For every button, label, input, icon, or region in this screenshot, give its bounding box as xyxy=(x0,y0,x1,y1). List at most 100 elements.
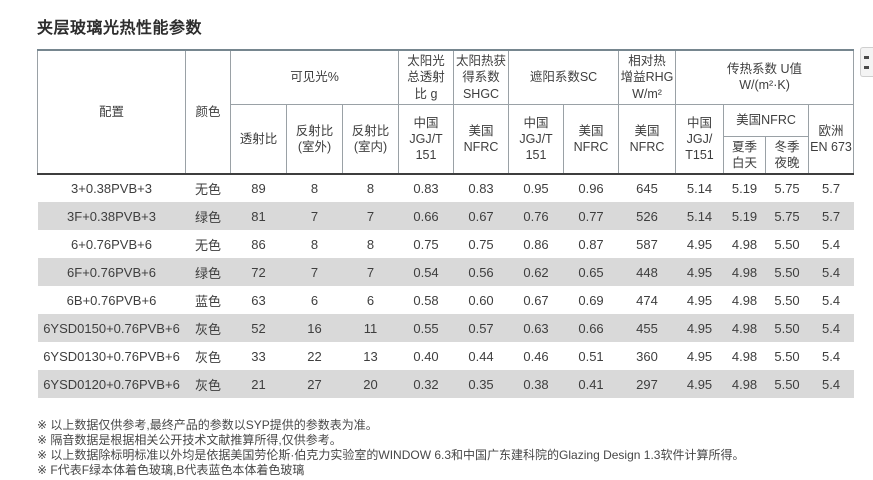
value-cell: 5.4 xyxy=(821,320,841,336)
value-cell: 474 xyxy=(636,292,658,308)
color-cell: 绿色 xyxy=(194,265,221,281)
value-cell: 5.50 xyxy=(774,320,800,336)
color-cell: 灰色 xyxy=(194,321,221,337)
value-cell: 0.83 xyxy=(398,173,454,203)
value-cell: 89 xyxy=(230,173,287,203)
header-solar-g-group: 太阳光 总透射 比 g xyxy=(398,48,455,105)
value-cell: 0.32 xyxy=(413,376,439,392)
value-cell: 587 xyxy=(636,236,658,252)
value-cell: 5.50 xyxy=(774,292,800,308)
header-visible-light-group: 可见光% xyxy=(229,48,400,105)
color-cell: 无色 xyxy=(185,173,231,203)
value-cell: 86 xyxy=(251,236,266,252)
page-title: 夹层玻璃光热性能参数 xyxy=(37,20,203,37)
value-cell: 5.4 xyxy=(821,376,841,392)
config-cell: 6B+0.76PVB+6 xyxy=(66,292,157,308)
value-cell: 5.4 xyxy=(821,348,841,364)
value-cell: 0.66 xyxy=(413,208,439,224)
value-cell: 4.95 xyxy=(686,320,713,336)
value-cell: 27 xyxy=(307,376,322,392)
value-cell: 52 xyxy=(251,320,266,336)
color-cell: 灰色 xyxy=(194,349,221,365)
value-cell: 6 xyxy=(310,292,319,308)
value-cell: 0.76 xyxy=(523,208,549,224)
header-sc-us-std: 美国 NFRC xyxy=(563,103,620,175)
value-cell: 0.69 xyxy=(578,292,604,308)
value-cell: 5.50 xyxy=(774,236,800,252)
header-config: 配置 xyxy=(37,48,186,175)
value-cell: 7 xyxy=(310,208,319,224)
dash-icon xyxy=(864,55,869,59)
header-solar-g-china-std: 中国 JGJ/T 151 xyxy=(398,103,455,175)
value-cell: 0.35 xyxy=(468,376,494,392)
value-cell: 8 xyxy=(286,173,343,203)
color-cell: 绿色 xyxy=(194,209,221,225)
floating-side-widget[interactable] xyxy=(860,47,873,77)
value-cell: 5.4 xyxy=(821,264,841,280)
config-cell: 3F+0.38PVB+3 xyxy=(67,208,156,224)
value-cell: 0.60 xyxy=(468,292,494,308)
config-cell: 3+0.38PVB+3 xyxy=(37,173,186,203)
config-cell: 6YSD0120+0.76PVB+6 xyxy=(43,376,180,392)
table-row: 6YSD0150+0.76PVB+6 灰色 52 16 11 0.55 0.57 0.63 0.… xyxy=(37,314,854,343)
value-cell: 72 xyxy=(251,264,266,280)
value-cell: 360 xyxy=(636,348,658,364)
value-cell: 0.86 xyxy=(523,236,549,252)
value-cell: 5.75 xyxy=(765,173,809,203)
value-cell: 5.50 xyxy=(774,376,800,392)
table-row: 6F+0.76PVB+6 绿色 72 7 7 0.54 0.56 0.62 0.65 448 4.9… xyxy=(37,258,854,287)
footnote-4: ※ F代表F绿本体着色玻璃,B代表蓝色本体着色玻璃 xyxy=(37,463,305,478)
value-cell: 4.95 xyxy=(686,292,713,308)
header-sc-china-std: 中国 JGJ/T 151 xyxy=(508,103,565,175)
config-cell: 6+0.76PVB+6 xyxy=(71,236,152,252)
value-cell: 5.14 xyxy=(686,208,713,224)
value-cell: 0.75 xyxy=(413,236,439,252)
header-u-europe-std: 欧洲 EN 673 xyxy=(808,103,855,175)
value-cell: 7 xyxy=(366,208,375,224)
value-cell: 7 xyxy=(366,264,375,280)
value-cell: 8 xyxy=(366,236,375,252)
header-shgc-us-std: 美国 NFRC xyxy=(453,103,510,175)
header-u-china-std: 中国 JGJ/ T151 xyxy=(675,103,725,175)
header-u-winter-night: 冬季 夜晚 xyxy=(765,135,810,175)
header-shgc-group: 太阳热获 得系数 SHGC xyxy=(453,48,510,105)
footnote-2: ※ 隔音数据是根据相关公开技术文献推算所得,仅供参考。 xyxy=(37,433,342,448)
value-cell: 4.98 xyxy=(731,348,758,364)
value-cell: 0.63 xyxy=(523,320,549,336)
footnote-1: ※ 以上数据仅供参考,最终产品的参数以SYP提供的参数表为准。 xyxy=(37,418,378,433)
table-body: 3+0.38PVB+3 无色 89 8 8 0.83 0.83 0.95 0.96 645 5.14… xyxy=(37,173,854,399)
header-u-summer-day: 夏季 白天 xyxy=(723,135,767,175)
value-cell: 20 xyxy=(363,376,378,392)
header-sc-group: 遮阳系数SC xyxy=(508,48,620,105)
value-cell: 13 xyxy=(363,348,378,364)
value-cell: 4.98 xyxy=(731,236,758,252)
value-cell: 4.95 xyxy=(686,264,713,280)
value-cell: 5.4 xyxy=(821,236,841,252)
value-cell: 7 xyxy=(310,264,319,280)
config-cell: 6YSD0130+0.76PVB+6 xyxy=(43,348,180,364)
table-row: 6B+0.76PVB+6 蓝色 63 6 6 0.58 0.60 0.67 0.69 474 4.9… xyxy=(38,286,854,314)
config-cell: 6YSD0150+0.76PVB+6 xyxy=(43,320,180,336)
value-cell: 5.19 xyxy=(723,173,766,203)
value-cell: 8 xyxy=(310,236,319,252)
value-cell: 4.98 xyxy=(731,376,758,392)
value-cell: 0.95 xyxy=(508,173,564,203)
value-cell: 4.98 xyxy=(731,320,758,336)
color-cell: 蓝色 xyxy=(194,293,221,309)
footnote-3: ※ 以上数据除标明标准以外均是依据美国劳伦斯·伯克力实验室的WINDOW 6.3… xyxy=(37,448,745,463)
value-cell: 5.4 xyxy=(821,292,841,308)
value-cell: 33 xyxy=(251,348,266,364)
value-cell: 297 xyxy=(636,376,658,392)
value-cell: 645 xyxy=(618,173,676,203)
value-cell: 5.50 xyxy=(774,348,800,364)
table-header: 配置 颜色 可见光% 太阳光 总透射 比 g 太阳热获 得系数 SHGC 遮阳系… xyxy=(37,48,855,175)
value-cell: 0.58 xyxy=(413,292,439,308)
value-cell: 0.67 xyxy=(523,292,549,308)
value-cell: 21 xyxy=(251,376,266,392)
config-cell: 6F+0.76PVB+6 xyxy=(67,264,156,280)
header-reflectance-exterior: 反射比 (室外) xyxy=(286,103,343,175)
color-cell: 无色 xyxy=(194,237,221,253)
value-cell: 0.77 xyxy=(578,208,604,224)
table-row: 3F+0.38PVB+3 绿色 81 7 7 0.66 0.67 0.76 0.77 526 5.1… xyxy=(37,202,854,231)
value-cell: 448 xyxy=(636,264,658,280)
